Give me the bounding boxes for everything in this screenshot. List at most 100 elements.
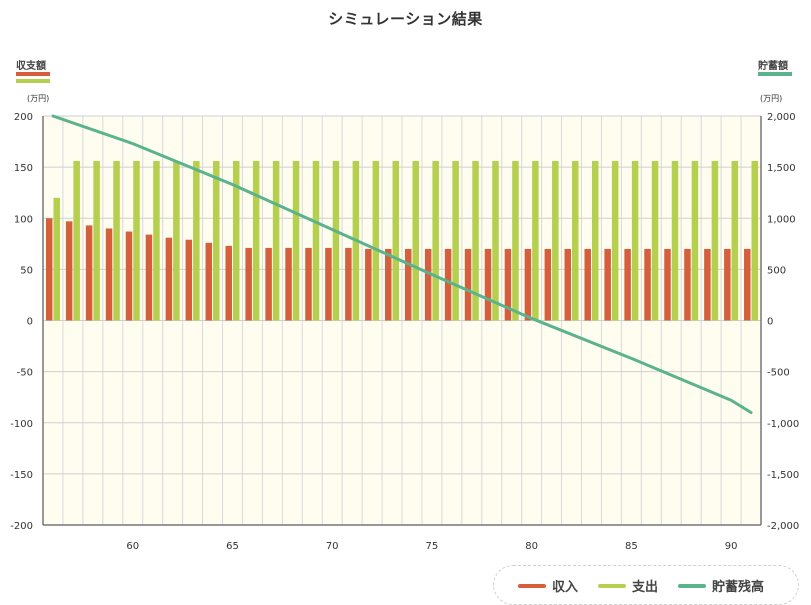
- bar-income: [85, 225, 93, 321]
- bar-income: [265, 247, 272, 321]
- legend-label-savings: 貯蓄残高: [712, 580, 765, 595]
- bar-income: [464, 248, 472, 321]
- legend-item-savings[interactable]: 貯蓄残高: [678, 576, 764, 595]
- bar-income: [504, 248, 512, 321]
- bar-income: [744, 248, 751, 321]
- bar-expense: [252, 160, 260, 321]
- bar-expense: [193, 160, 200, 321]
- right-tick-label: -500: [767, 368, 790, 379]
- bar-income: [145, 234, 153, 321]
- legend-label-income: 収入: [552, 580, 579, 595]
- bar-income: [205, 242, 213, 321]
- bar-expense: [232, 160, 240, 321]
- legend: 収入 支出 貯蓄残高: [493, 565, 799, 605]
- right-axis-swatch-savings: [758, 72, 792, 76]
- bar-income: [125, 231, 133, 321]
- bar-income: [185, 239, 193, 321]
- bar-income: [365, 248, 372, 321]
- bar-expense: [472, 160, 479, 321]
- bar-income: [325, 247, 332, 321]
- legend-item-income[interactable]: 収入: [518, 576, 578, 595]
- bar-income: [285, 247, 292, 321]
- bar-income: [105, 228, 113, 321]
- bar-expense: [572, 160, 579, 321]
- bar-income: [385, 248, 392, 321]
- bar-expense: [153, 160, 160, 321]
- left-axis-title: 収支額: [16, 61, 46, 72]
- right-tick-label: 0: [767, 317, 773, 328]
- left-tick-label: -100: [10, 419, 33, 430]
- bar-expense: [93, 160, 100, 321]
- chart-svg: 200150100500-50-100-150-2002,0001,5001,0…: [10, 112, 799, 552]
- left-axis-unit: (万円): [27, 94, 50, 103]
- bar-expense: [671, 160, 679, 321]
- bar-expense: [133, 160, 140, 321]
- x-tick-label: 90: [725, 541, 738, 552]
- bar-expense: [711, 160, 719, 321]
- bar-income: [604, 248, 611, 321]
- bar-expense: [651, 160, 659, 321]
- bar-expense: [53, 197, 60, 321]
- bar-income: [245, 247, 252, 321]
- x-tick-label: 70: [326, 541, 339, 552]
- left-axis-swatch-expense: [16, 79, 50, 83]
- right-tick-label: -1,000: [767, 419, 799, 430]
- bar-expense: [292, 160, 300, 321]
- bar-expense: [492, 160, 499, 321]
- right-axis-title: 貯蓄額: [758, 61, 788, 72]
- legend-line-income: [518, 583, 546, 588]
- bar-income: [444, 248, 452, 321]
- bar-expense: [372, 160, 380, 321]
- chart-title: シミュレーション結果: [328, 10, 483, 28]
- bar-income: [424, 248, 432, 321]
- right-axis-unit: (万円): [760, 94, 783, 103]
- bar-expense: [611, 160, 619, 321]
- right-tick-label: -2,000: [767, 521, 799, 532]
- bar-expense: [552, 160, 559, 321]
- right-tick-label: -1,500: [767, 470, 799, 481]
- bar-expense: [332, 160, 340, 321]
- bar-expense: [312, 160, 320, 321]
- bar-income: [305, 247, 312, 321]
- bar-income: [345, 247, 352, 321]
- x-tick-label: 75: [426, 541, 439, 552]
- bar-expense: [113, 160, 120, 321]
- left-axis-swatch-income: [16, 72, 50, 76]
- bar-expense: [412, 160, 419, 321]
- bar-expense: [272, 160, 280, 321]
- bar-income: [225, 245, 232, 321]
- bar-income: [704, 248, 711, 321]
- bar-income: [724, 248, 731, 321]
- bar-expense: [213, 160, 220, 321]
- bar-income: [584, 248, 591, 321]
- bar-income: [544, 248, 552, 321]
- x-tick-label: 60: [126, 541, 139, 552]
- bar-income: [165, 237, 173, 321]
- right-tick-label: 2,000: [767, 112, 796, 123]
- bar-income: [404, 248, 412, 321]
- bar-expense: [751, 160, 759, 321]
- x-tick-label: 85: [625, 541, 638, 552]
- bar-expense: [452, 160, 459, 321]
- x-tick-label: 80: [525, 541, 538, 552]
- left-tick-label: 0: [27, 317, 33, 328]
- bar-expense: [591, 160, 599, 321]
- bar-income: [45, 218, 53, 321]
- legend-line-expense: [598, 583, 626, 588]
- right-tick-label: 1,000: [767, 214, 796, 225]
- x-tick-label: 65: [226, 541, 239, 552]
- right-tick-label: 1,500: [767, 163, 796, 174]
- bar-income: [524, 248, 532, 321]
- left-tick-label: -200: [10, 521, 33, 532]
- bar-income: [564, 248, 572, 321]
- bar-expense: [512, 160, 519, 321]
- bar-expense: [173, 160, 180, 321]
- bar-expense: [731, 160, 739, 321]
- bar-expense: [631, 160, 639, 321]
- left-tick-label: 150: [14, 163, 33, 174]
- legend-item-expense[interactable]: 支出: [598, 576, 658, 595]
- left-tick-label: 100: [14, 214, 33, 225]
- bar-income: [664, 248, 671, 321]
- right-tick-label: 500: [767, 265, 786, 276]
- bar-expense: [432, 160, 439, 321]
